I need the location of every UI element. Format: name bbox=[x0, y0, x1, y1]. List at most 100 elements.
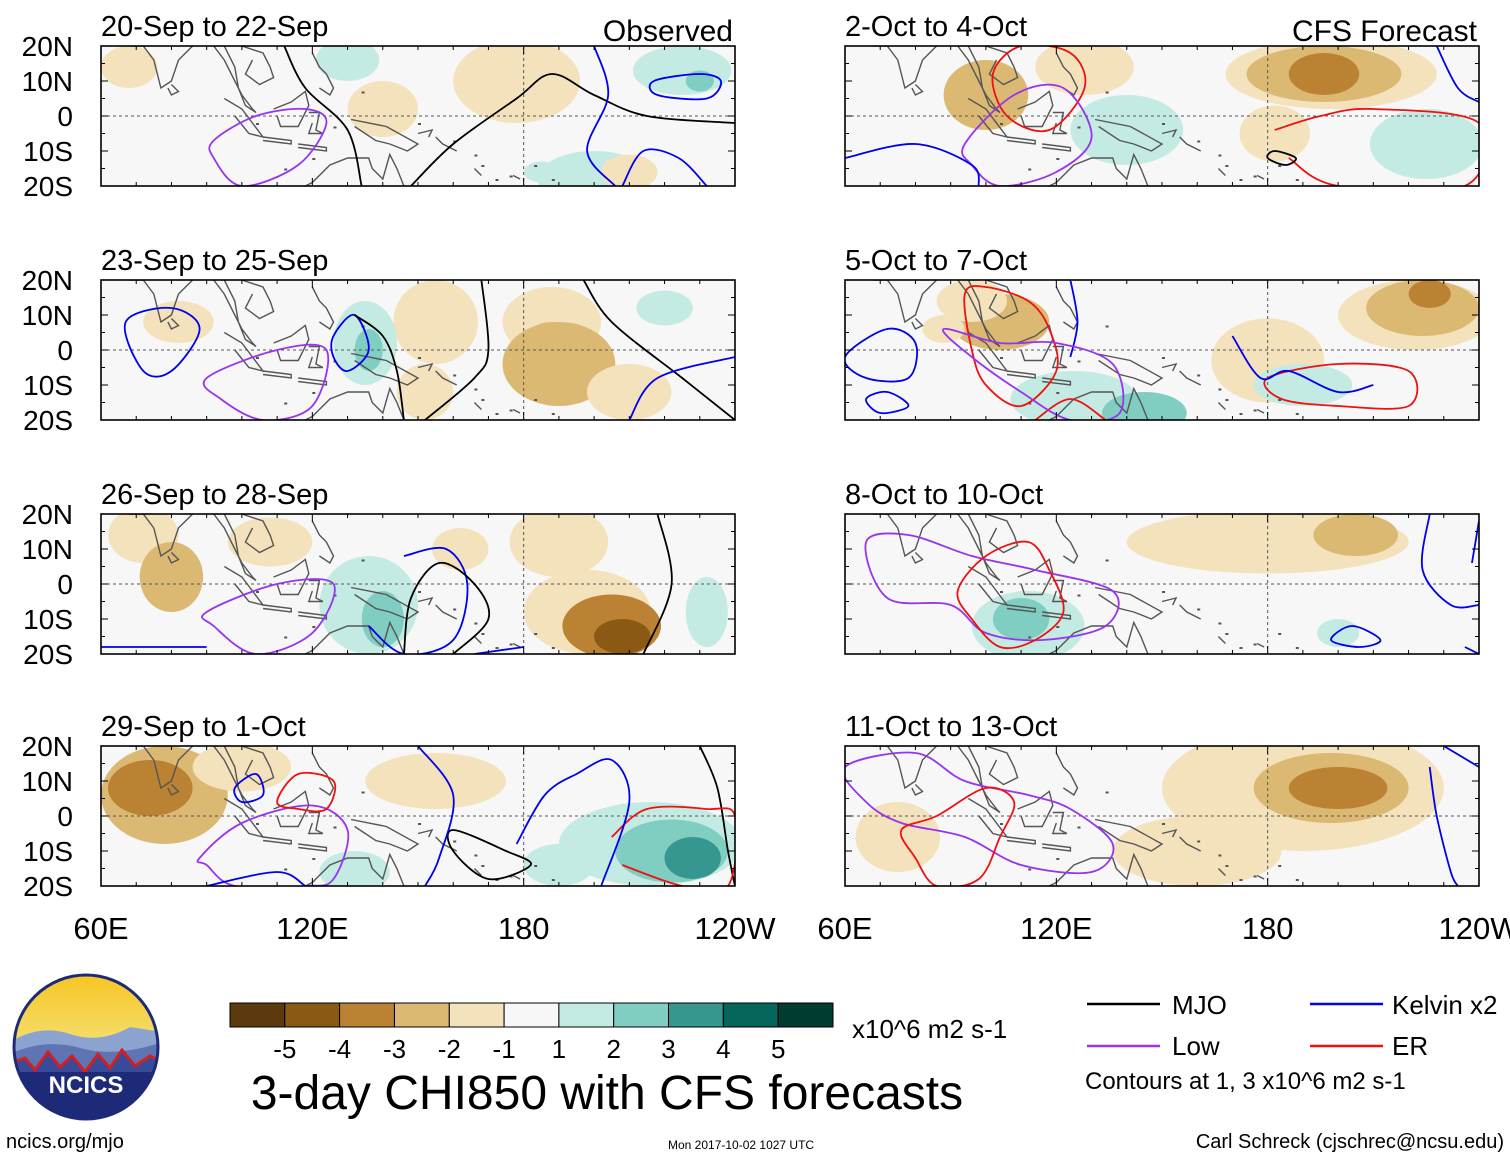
lat-tick-label: 0 bbox=[57, 801, 73, 832]
island-7 bbox=[1253, 409, 1257, 412]
anomaly-cell-8 bbox=[523, 161, 559, 183]
coastline-6 bbox=[262, 370, 292, 379]
er-contour-2 bbox=[1263, 362, 1419, 410]
coastline-9 bbox=[1055, 520, 1079, 565]
kelvin-contour-5 bbox=[1464, 646, 1479, 654]
coastline-1 bbox=[873, 746, 938, 790]
coastline-9 bbox=[311, 286, 335, 331]
coastline-15 bbox=[473, 402, 482, 410]
lat-tick-label: 20N bbox=[22, 499, 73, 530]
kelvin-contour-3 bbox=[1330, 625, 1382, 648]
lat-tick-label: 20S bbox=[23, 639, 73, 670]
panel-period-label: 11-Oct to 13-Oct bbox=[845, 711, 1057, 743]
island-9 bbox=[551, 413, 555, 415]
lat-tick-label: 10S bbox=[23, 370, 73, 401]
island-12 bbox=[1028, 168, 1032, 171]
shading-layer bbox=[855, 746, 1444, 886]
legend-label-low: Low bbox=[1172, 1031, 1220, 1061]
panel-period-label: 20-Sep to 22-Sep bbox=[101, 11, 328, 43]
island-7 bbox=[509, 875, 513, 878]
legend-label-kelvin: Kelvin x2 bbox=[1392, 990, 1498, 1020]
island-11 bbox=[1239, 647, 1243, 649]
ncics-logo: NCICS bbox=[12, 973, 160, 1121]
coastline-8 bbox=[1051, 345, 1068, 369]
island-10 bbox=[474, 388, 478, 391]
coastline-11 bbox=[287, 152, 405, 186]
island-4 bbox=[418, 823, 421, 825]
anomaly-cell-5 bbox=[855, 802, 941, 872]
coastline-4 bbox=[985, 514, 1019, 554]
kelvin-contour-2 bbox=[123, 306, 201, 378]
island-4 bbox=[1162, 591, 1165, 593]
island-3 bbox=[361, 559, 365, 562]
anomaly-cell-2 bbox=[108, 760, 193, 816]
mjo-contour-3 bbox=[403, 561, 491, 654]
island-13 bbox=[312, 626, 316, 628]
er-contour-3 bbox=[1274, 107, 1479, 186]
island-1 bbox=[256, 591, 259, 593]
anomaly-cell-3 bbox=[192, 746, 292, 792]
coastline-9 bbox=[311, 752, 335, 797]
coastline-13 bbox=[417, 128, 434, 138]
coastline-8 bbox=[1051, 811, 1068, 835]
logo-text: NCICS bbox=[49, 1072, 124, 1099]
coastline-4 bbox=[241, 46, 275, 86]
coastline-4 bbox=[241, 280, 275, 320]
island-4 bbox=[1162, 823, 1165, 825]
anomaly-cell-1 bbox=[101, 46, 158, 88]
island-2 bbox=[333, 826, 337, 829]
lat-tick-label: 20S bbox=[23, 405, 73, 436]
anomaly-cell-2 bbox=[315, 46, 380, 81]
island-12 bbox=[284, 636, 288, 639]
coastline-13 bbox=[417, 596, 434, 606]
shading-layer bbox=[101, 46, 732, 186]
panel-period-label: 2-Oct to 4-Oct bbox=[845, 11, 1027, 43]
anomaly-cell-2 bbox=[1070, 95, 1184, 165]
site-link[interactable]: ncics.org/mjo bbox=[6, 1131, 124, 1153]
island-5 bbox=[1197, 374, 1201, 377]
colorbar-swatch-2 bbox=[284, 1002, 341, 1028]
kelvin-contour-3 bbox=[330, 314, 370, 372]
coastline-6 bbox=[262, 604, 292, 613]
contour-layer bbox=[196, 746, 735, 886]
coastline-9 bbox=[1055, 752, 1079, 797]
island-6 bbox=[1225, 633, 1229, 635]
shading-layer bbox=[143, 280, 693, 420]
kelvin-contour-4 bbox=[845, 143, 980, 186]
er-contour-1 bbox=[991, 46, 1087, 133]
island-8 bbox=[534, 865, 538, 867]
island-3 bbox=[361, 91, 365, 94]
panel-7: 8-Oct to 10-Oct bbox=[844, 479, 1480, 655]
coastline-6 bbox=[1006, 370, 1036, 379]
coastline-15 bbox=[1217, 402, 1226, 410]
coastline-16 bbox=[512, 874, 521, 880]
anomaly-cell-7 bbox=[1366, 280, 1479, 336]
coastline-7 bbox=[273, 558, 310, 596]
anomaly-cell-5 bbox=[361, 591, 404, 647]
anomaly-cell-6 bbox=[632, 46, 732, 95]
anomaly-cell-4 bbox=[453, 46, 580, 123]
coastline-14 bbox=[1179, 370, 1202, 386]
island-10 bbox=[1218, 622, 1222, 625]
colorbar-tick-label: -4 bbox=[328, 1034, 351, 1064]
lat-tick-label: 0 bbox=[57, 569, 73, 600]
island-9 bbox=[1295, 179, 1299, 181]
anomaly-cell-6 bbox=[1239, 105, 1310, 162]
contour-layer bbox=[123, 280, 735, 420]
observed-label: Observed bbox=[603, 15, 733, 48]
island-11 bbox=[495, 413, 499, 415]
forecast-label: CFS Forecast bbox=[1292, 15, 1478, 48]
coastline-4 bbox=[985, 746, 1019, 786]
coastline-13 bbox=[1161, 828, 1178, 838]
er-contour-2 bbox=[899, 786, 1016, 886]
anomaly-cell-7 bbox=[523, 322, 580, 364]
lon-tick-label: 180 bbox=[1242, 911, 1294, 946]
coastline-6 bbox=[1006, 604, 1036, 613]
island-8 bbox=[534, 633, 538, 635]
kelvin-contour-8 bbox=[417, 746, 455, 886]
coastline-12 bbox=[298, 377, 328, 386]
mjo-contour-2 bbox=[410, 73, 735, 186]
colorbar-tick-label: -1 bbox=[493, 1034, 516, 1064]
island-8 bbox=[534, 165, 538, 167]
